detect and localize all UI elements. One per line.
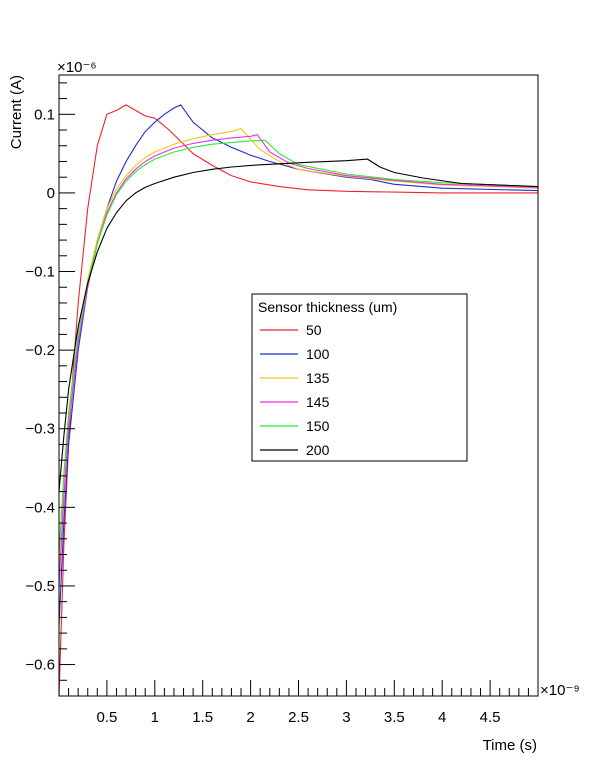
y-tick-label: −0.1: [25, 264, 55, 281]
x-tick-label: 1.5: [192, 709, 213, 726]
y-axis-label: Current (A): [8, 75, 25, 149]
y-tick-label: −0.5: [25, 578, 55, 595]
legend-label-200: 200: [306, 442, 330, 458]
y-tick-label: −0.4: [25, 499, 55, 516]
y-axis-exponent: ×10⁻⁶: [57, 59, 97, 76]
x-tick-label: 1: [151, 709, 159, 726]
legend-label-145: 145: [306, 394, 330, 410]
x-tick-label: 3: [342, 709, 350, 726]
legend-title: Sensor thickness (um): [258, 299, 397, 315]
legend-items: 50 100 135 145 150 200: [260, 322, 330, 458]
legend-label-150: 150: [306, 418, 330, 434]
x-tick-label: 2: [246, 709, 254, 726]
legend: Sensor thickness (um) 50 100 135 145 150 200: [251, 293, 468, 462]
y-tick-label: 0.1: [34, 106, 55, 123]
y-tick-label: 0: [47, 185, 55, 202]
series-line-50: [58, 104, 538, 697]
x-tick-label: 3.5: [384, 709, 405, 726]
axes-group: 0.5 1 1.5 2 2.5 3 3.5 4 4.5 −0.6 −0.5 −0.4 −0.3 −0.2 −…: [25, 82, 529, 726]
series-line-200: [58, 158, 539, 492]
x-tick-label: 4.5: [480, 709, 501, 726]
x-tick-label: 4: [438, 709, 446, 726]
x-axis-exponent: ×10⁻⁹: [540, 682, 580, 699]
series-group: [58, 104, 539, 697]
y-tick-label: −0.6: [25, 657, 55, 674]
x-tick-label: 0.5: [96, 709, 117, 726]
legend-label-50: 50: [306, 322, 322, 338]
y-tick-label: −0.2: [25, 342, 55, 359]
legend-label-135: 135: [306, 370, 330, 386]
legend-label-100: 100: [306, 346, 330, 362]
x-tick-label: 2.5: [288, 709, 309, 726]
y-tick-label: −0.3: [25, 421, 55, 438]
x-axis-label: Time (s): [483, 737, 537, 754]
series-line-145: [58, 134, 539, 586]
